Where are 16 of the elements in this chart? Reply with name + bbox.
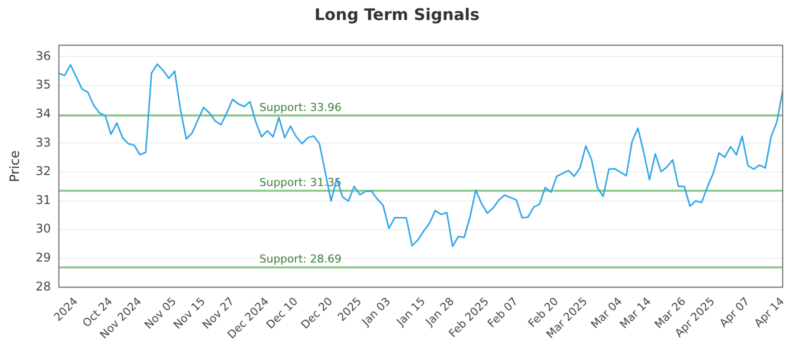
y-axis-title: Price: [8, 150, 24, 182]
y-tick-label: 35: [36, 78, 51, 92]
y-tick-label: 36: [36, 48, 51, 63]
y-tick-label: 28: [36, 279, 51, 294]
x-tick-label: Apr 07: [717, 294, 752, 330]
y-tick-label: 33: [36, 135, 51, 150]
x-tick-label: Dec 20: [298, 294, 336, 332]
y-tick-label: 29: [36, 250, 51, 265]
y-tick-label: 31: [36, 192, 51, 207]
ref-line-label: Support: 28.69: [259, 252, 342, 266]
y-tick-label: 34: [36, 106, 51, 120]
y-tick-label: 32: [36, 164, 51, 178]
ref-line-label: Support: 33.96: [259, 100, 342, 114]
chart-title: Long Term Signals: [314, 4, 480, 24]
x-tick-label: Apr 14: [752, 294, 787, 330]
y-tick-label: 30: [36, 222, 51, 236]
